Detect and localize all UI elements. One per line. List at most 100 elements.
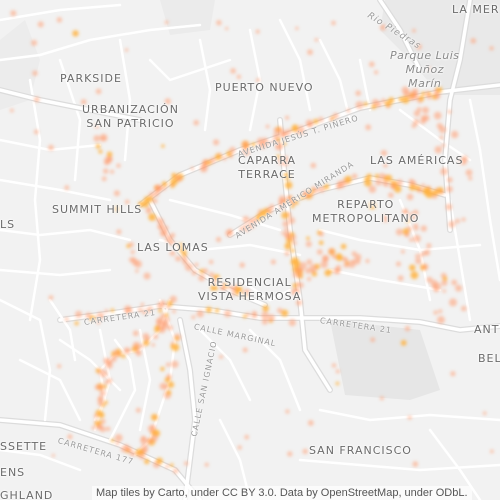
- heat-dot: [418, 95, 425, 102]
- heat-dot: [126, 447, 133, 453]
- heat-dot: [132, 330, 139, 337]
- neighborhood-label-left-ens: ENS: [0, 466, 26, 479]
- heat-dot: [283, 172, 291, 180]
- heat-dot: [324, 269, 332, 277]
- heat-dot: [123, 305, 132, 314]
- heat-dot: [148, 213, 157, 222]
- heat-dot: [323, 183, 330, 190]
- heat-dot: [290, 204, 295, 209]
- heat-dot: [94, 123, 100, 129]
- heat-dot: [110, 308, 115, 313]
- heat-dot: [214, 308, 220, 313]
- heat-dot: [299, 262, 307, 270]
- heat-dot: [171, 360, 179, 368]
- heat-dot: [295, 267, 302, 274]
- heat-dot: [288, 319, 296, 327]
- heat-dot: [170, 341, 175, 346]
- heat-dot: [216, 20, 222, 26]
- heat-dot: [147, 425, 156, 433]
- heat-dot: [409, 184, 416, 191]
- heat-dot: [249, 223, 255, 229]
- heat-dot: [441, 143, 446, 148]
- heat-dot: [332, 112, 339, 119]
- map-attribution: Map tiles by Carto, under CC BY 3.0. Dat…: [92, 486, 472, 500]
- heat-dot: [395, 228, 403, 236]
- heat-dot: [151, 343, 156, 347]
- heat-dot: [284, 251, 290, 256]
- heat-dot: [249, 219, 253, 224]
- heat-dot: [355, 101, 364, 110]
- heat-dot: [165, 464, 170, 469]
- heat-dot: [245, 151, 250, 156]
- heat-dot: [421, 263, 429, 271]
- heat-dot: [465, 169, 473, 177]
- heat-dot: [409, 237, 414, 242]
- heat-dot: [164, 98, 171, 105]
- heat-dot: [163, 384, 169, 389]
- heat-dot: [351, 251, 357, 257]
- heat-dot: [95, 88, 102, 95]
- heat-dot: [235, 288, 243, 296]
- heat-dot: [306, 259, 313, 265]
- heat-dot: [121, 354, 126, 359]
- heat-dot: [242, 224, 251, 232]
- heat-dot: [432, 284, 437, 289]
- heat-dot: [99, 390, 106, 397]
- heat-dot: [164, 317, 170, 323]
- heat-dot: [242, 347, 248, 353]
- heat-dot: [143, 339, 150, 346]
- heat-dot: [153, 334, 159, 340]
- heat-dot: [170, 232, 176, 238]
- heat-dot: [273, 132, 281, 139]
- heat-dot: [380, 149, 388, 157]
- heat-dot: [284, 227, 289, 233]
- heat-dot: [99, 133, 108, 142]
- neighborhood-label-right-bel: BEL: [478, 352, 500, 365]
- heat-dot: [414, 226, 419, 231]
- heat-dot: [426, 243, 432, 249]
- heat-dot: [309, 264, 318, 273]
- heat-dot: [100, 419, 106, 424]
- heat-dot: [287, 216, 296, 225]
- heat-dot: [406, 193, 414, 201]
- heat-dot: [219, 354, 224, 359]
- heat-dot: [170, 177, 178, 186]
- heat-dot: [292, 241, 297, 246]
- heat-dot: [255, 78, 261, 83]
- heat-dot: [412, 28, 416, 33]
- heat-dot: [412, 461, 419, 467]
- heat-dot: [125, 349, 130, 354]
- heat-dot: [124, 48, 129, 52]
- heat-dot: [158, 225, 163, 229]
- neighborhood-label-caparra-line2: TERRACE: [238, 168, 296, 181]
- heat-dot: [104, 309, 109, 313]
- heat-dot: [261, 311, 269, 320]
- heat-dot: [388, 192, 394, 198]
- heat-dot: [178, 244, 187, 253]
- heat-dot: [307, 420, 314, 426]
- heat-dot: [335, 381, 340, 386]
- heat-dot: [256, 214, 263, 221]
- heat-dot: [455, 218, 460, 224]
- heat-dot: [415, 257, 422, 265]
- heat-dot: [320, 260, 328, 269]
- heat-dot: [116, 229, 122, 235]
- neighborhood-label-reparto-metropolitano: REPARTO METROPOLITANO: [312, 198, 419, 226]
- heat-dot: [433, 310, 438, 315]
- heat-dot: [181, 251, 187, 257]
- heat-dot: [302, 190, 308, 197]
- heat-dot: [72, 30, 79, 37]
- heat-dot: [433, 287, 439, 293]
- heat-dot: [445, 203, 453, 211]
- heat-dot: [405, 219, 410, 223]
- heat-dot: [256, 137, 264, 145]
- heat-dot: [161, 230, 167, 236]
- heat-dot: [273, 127, 279, 133]
- heat-dot: [229, 146, 236, 154]
- heat-dot: [115, 441, 120, 446]
- heat-dot: [447, 109, 452, 114]
- heat-dot: [291, 124, 299, 131]
- heat-dot: [451, 130, 459, 139]
- heat-dot: [374, 173, 380, 179]
